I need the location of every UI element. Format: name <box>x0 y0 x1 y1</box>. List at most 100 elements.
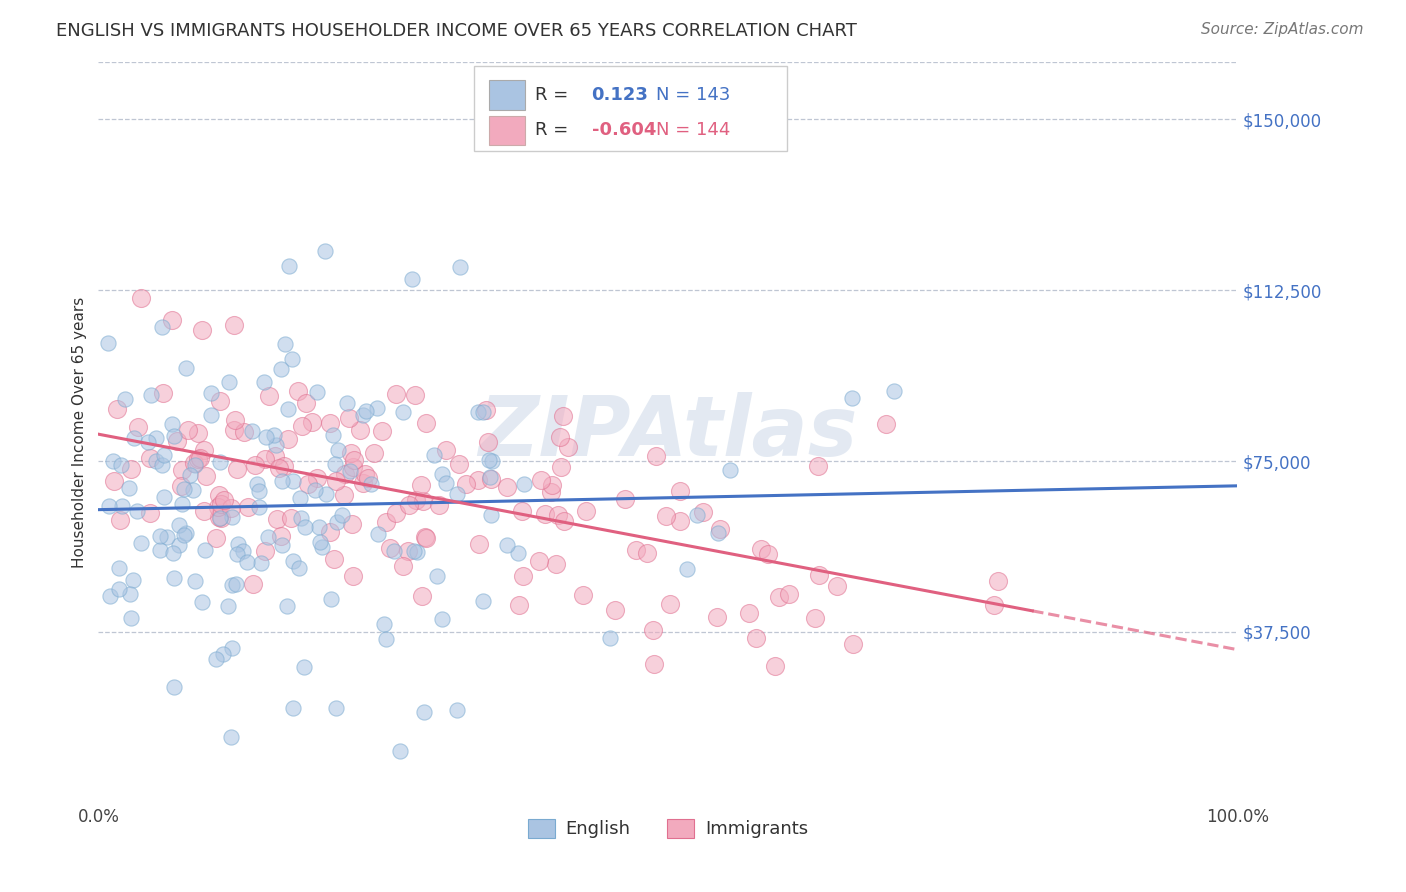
Point <box>333 467 356 482</box>
Point <box>366 401 388 415</box>
Point <box>247 484 270 499</box>
Point <box>139 506 162 520</box>
Point <box>187 425 209 440</box>
Point <box>471 594 494 608</box>
Point <box>221 510 243 524</box>
Point <box>162 571 184 585</box>
Point <box>264 438 287 452</box>
Point <box>150 319 173 334</box>
Point <box>692 505 714 519</box>
Point <box>326 515 349 529</box>
Point <box>266 512 288 526</box>
Point <box>333 488 356 502</box>
Point <box>250 556 273 570</box>
Point <box>807 458 830 473</box>
Point <box>264 449 287 463</box>
Point <box>533 507 555 521</box>
Point <box>292 660 315 674</box>
Text: R =: R = <box>534 86 574 103</box>
Point <box>311 540 333 554</box>
Point <box>475 402 498 417</box>
Point <box>530 473 553 487</box>
Point <box>177 423 200 437</box>
Point <box>804 611 827 625</box>
Point <box>326 443 349 458</box>
Point <box>209 511 232 525</box>
Point <box>225 576 247 591</box>
Point <box>645 449 668 463</box>
Point <box>778 587 800 601</box>
Point <box>193 504 215 518</box>
Point <box>200 386 222 401</box>
Point <box>156 530 179 544</box>
Point <box>654 508 676 523</box>
Point <box>575 504 598 518</box>
Point <box>349 423 371 437</box>
Point <box>172 463 194 477</box>
Point <box>120 462 142 476</box>
Point <box>150 458 173 472</box>
Point <box>496 480 519 494</box>
Point <box>212 647 235 661</box>
Point <box>427 498 450 512</box>
Point <box>669 514 692 528</box>
Point <box>323 457 346 471</box>
Point <box>145 454 167 468</box>
Point <box>446 703 468 717</box>
Point <box>238 500 260 515</box>
Point <box>242 424 264 438</box>
Point <box>342 517 364 532</box>
Point <box>254 543 277 558</box>
Point <box>191 322 214 336</box>
Point <box>152 386 174 401</box>
Point <box>322 551 344 566</box>
Point <box>273 337 295 351</box>
Point <box>404 544 426 558</box>
Point <box>166 434 188 449</box>
Point <box>807 568 830 582</box>
Point <box>641 624 664 638</box>
Point <box>169 518 191 533</box>
Point <box>221 641 243 656</box>
Point <box>571 588 593 602</box>
Point <box>321 591 343 606</box>
Point <box>276 599 298 614</box>
Point <box>479 470 502 484</box>
Point <box>446 487 468 501</box>
Point <box>380 541 402 555</box>
Point <box>98 589 121 603</box>
Point <box>423 448 446 462</box>
Point <box>195 469 218 483</box>
Point <box>481 454 503 468</box>
Point <box>307 384 329 399</box>
Point <box>108 561 131 575</box>
Point <box>188 450 211 465</box>
Point <box>371 424 394 438</box>
Point <box>103 474 125 488</box>
Point <box>668 483 690 498</box>
Point <box>548 430 571 444</box>
Point <box>226 461 249 475</box>
Point <box>449 260 471 274</box>
Point <box>384 387 406 401</box>
Point <box>508 598 530 612</box>
Point <box>342 459 364 474</box>
Point <box>153 490 176 504</box>
Point <box>191 595 214 609</box>
Point <box>173 528 195 542</box>
Point <box>382 544 405 558</box>
Point <box>110 458 132 472</box>
Point <box>222 318 245 332</box>
Point <box>315 487 337 501</box>
Y-axis label: Householder Income Over 65 years: Householder Income Over 65 years <box>72 297 87 568</box>
Point <box>226 537 249 551</box>
Point <box>541 478 564 492</box>
Point <box>467 537 489 551</box>
FancyBboxPatch shape <box>489 80 526 110</box>
Point <box>138 435 160 450</box>
Point <box>706 610 728 624</box>
Point <box>153 449 176 463</box>
Point <box>108 582 131 597</box>
Point <box>208 488 231 502</box>
Point <box>432 467 454 482</box>
